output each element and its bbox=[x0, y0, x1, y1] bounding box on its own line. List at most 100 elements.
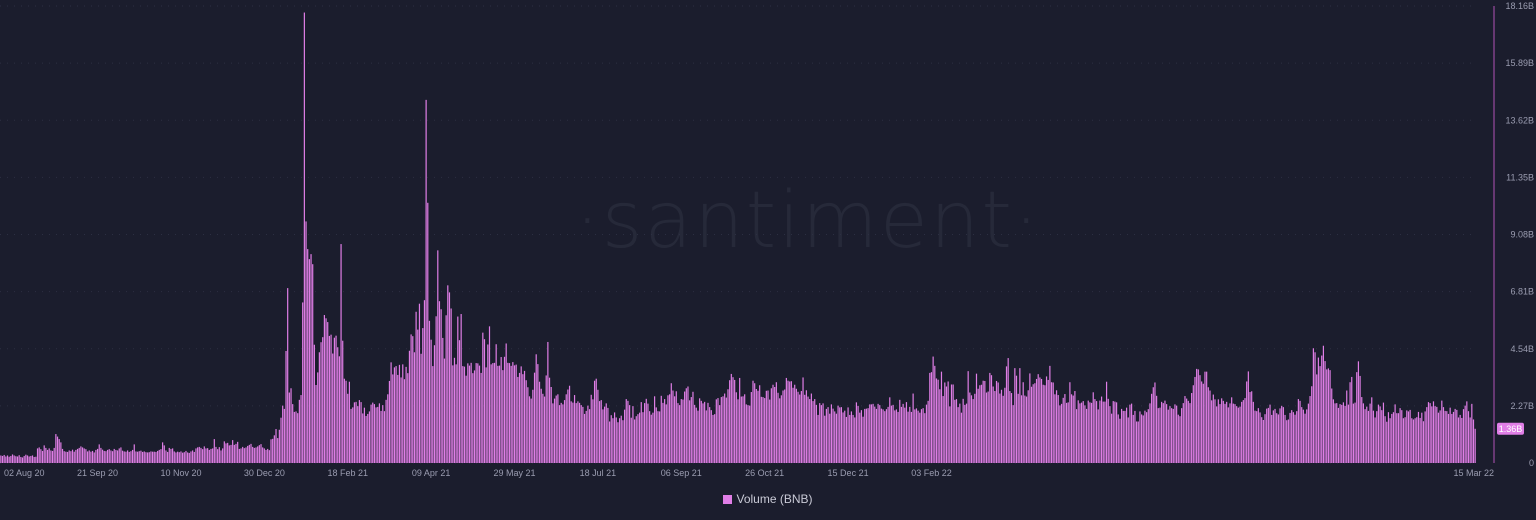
volume-bar bbox=[1247, 371, 1249, 463]
volume-bar bbox=[405, 366, 407, 463]
volume-bar bbox=[869, 404, 871, 463]
volume-bar bbox=[570, 401, 572, 463]
volume-bar bbox=[652, 412, 654, 463]
volume-bar bbox=[852, 414, 854, 463]
volume-bar bbox=[305, 221, 307, 463]
volume-bar bbox=[1019, 368, 1021, 463]
volume-bar bbox=[885, 409, 888, 463]
volume-bar bbox=[340, 244, 342, 463]
volume-bar bbox=[1064, 394, 1066, 463]
volume-bar bbox=[303, 12, 305, 463]
volume-bar bbox=[1059, 405, 1061, 463]
x-tick-label: 18 Feb 21 bbox=[327, 468, 368, 478]
volume-bar bbox=[1262, 419, 1264, 463]
volume-bar bbox=[327, 322, 329, 463]
volume-bar bbox=[977, 388, 979, 463]
volume-bar bbox=[1020, 395, 1023, 463]
y-tick-label: 6.81B bbox=[1510, 287, 1534, 297]
volume-bar bbox=[772, 384, 774, 463]
volume-bar bbox=[398, 364, 401, 463]
volume-bar bbox=[764, 398, 766, 463]
volume-bar bbox=[123, 451, 125, 463]
volume-bar bbox=[508, 363, 511, 463]
volume-bar bbox=[1045, 376, 1048, 463]
volume-bar bbox=[348, 381, 350, 463]
x-tick-label: 29 May 21 bbox=[493, 468, 535, 478]
volume-bar bbox=[500, 357, 502, 463]
volume-bar bbox=[680, 399, 682, 463]
volume-bar bbox=[1035, 378, 1038, 463]
volume-bar bbox=[1072, 395, 1074, 463]
volume-bar bbox=[1272, 410, 1274, 463]
volume-bar bbox=[1364, 409, 1366, 463]
volume-bar bbox=[1189, 403, 1191, 463]
volume-bar bbox=[1467, 411, 1470, 463]
volume-bar bbox=[832, 408, 834, 463]
volume-bar bbox=[1379, 406, 1381, 463]
volume-bar bbox=[567, 389, 569, 463]
volume-bar bbox=[854, 417, 856, 463]
volume-bar bbox=[152, 451, 154, 463]
volume-bar bbox=[267, 448, 269, 463]
volume-bar bbox=[892, 404, 894, 463]
volume-bar bbox=[860, 410, 863, 463]
volume-bar bbox=[1060, 403, 1063, 463]
volume-bar bbox=[60, 442, 62, 463]
volume-bar bbox=[557, 394, 559, 463]
volume-bar bbox=[1434, 406, 1436, 463]
volume-bar bbox=[640, 402, 642, 463]
volume-bar bbox=[472, 373, 474, 463]
volume-bar bbox=[187, 452, 189, 463]
volume-bar bbox=[101, 449, 104, 463]
volume-bar bbox=[1154, 382, 1156, 463]
volume-bar bbox=[393, 367, 396, 463]
volume-bar bbox=[1261, 417, 1263, 463]
volume-bar bbox=[243, 448, 245, 463]
volume-bar bbox=[790, 381, 792, 463]
volume-bar bbox=[1289, 412, 1291, 463]
volume-bar bbox=[1356, 372, 1358, 463]
volume-bar bbox=[188, 452, 190, 463]
volume-bar bbox=[308, 259, 310, 463]
volume-bar bbox=[367, 413, 369, 463]
volume-bar bbox=[874, 406, 876, 463]
volume-bar bbox=[235, 443, 237, 463]
volume-bar bbox=[435, 316, 437, 463]
volume-bar bbox=[347, 393, 349, 463]
volume-bar bbox=[679, 405, 681, 463]
volume-bar bbox=[1384, 416, 1386, 463]
volume-bar bbox=[0, 455, 2, 463]
volume-bar bbox=[1386, 421, 1388, 463]
volume-bar bbox=[759, 385, 761, 463]
volume-bar bbox=[1274, 408, 1276, 463]
volume-bar bbox=[365, 415, 367, 463]
volume-bar bbox=[40, 449, 42, 463]
volume-bar bbox=[462, 366, 464, 463]
volume-bar bbox=[760, 396, 762, 463]
volume-bar bbox=[1119, 418, 1121, 463]
volume-bar bbox=[147, 452, 149, 463]
chart-legend[interactable]: Volume (BNB) bbox=[0, 492, 1536, 506]
volume-bar bbox=[730, 373, 732, 463]
volume-bar bbox=[1134, 410, 1136, 463]
volume-bar bbox=[1009, 391, 1011, 463]
volume-bar bbox=[71, 449, 74, 463]
volume-bar bbox=[432, 366, 434, 463]
volume-bar bbox=[373, 404, 376, 463]
y-tick-label: 4.54B bbox=[1510, 344, 1534, 354]
volume-bar bbox=[288, 392, 290, 463]
volume-bar bbox=[1447, 413, 1450, 463]
volume-bar bbox=[1000, 389, 1003, 463]
volume-bar bbox=[1110, 413, 1113, 463]
volume-bar bbox=[1457, 417, 1460, 463]
volume-bar bbox=[443, 358, 446, 463]
volume-bar bbox=[1349, 382, 1351, 463]
volume-bar bbox=[757, 390, 759, 463]
volume-bar bbox=[989, 372, 991, 463]
volume-bar bbox=[815, 404, 817, 463]
volume-bar bbox=[18, 455, 20, 463]
volume-bar bbox=[627, 400, 629, 463]
volume-bar bbox=[487, 344, 489, 463]
volume-bar bbox=[1007, 358, 1009, 463]
volume-bar bbox=[418, 303, 421, 463]
